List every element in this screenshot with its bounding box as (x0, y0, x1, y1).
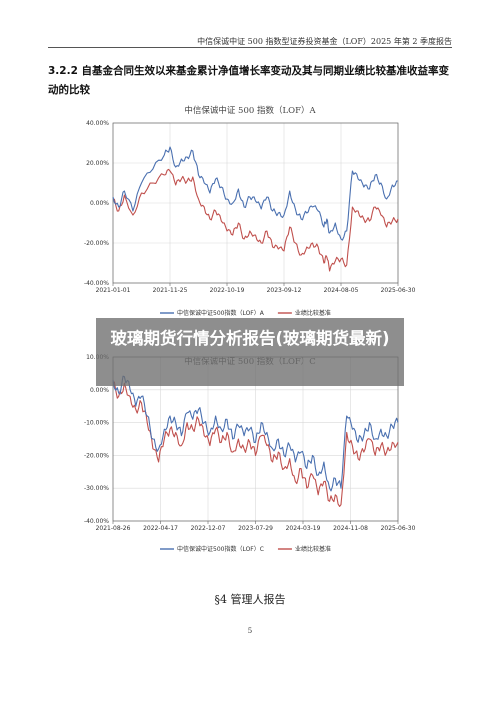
section-title: 3.2.2 自基金合同生效以来基金累计净值增长率变动及其与同期业绩比较基准收益率… (48, 65, 450, 96)
running-header: 中信保诚中证 500 指数型证券投资基金（LOF）2025 年第 2 季度报告 (197, 37, 452, 46)
chart-c-x-tick-label: 2021-08-26 (96, 525, 131, 532)
chart-a-title: 中信保诚中证 500 指数（LOF）A (184, 106, 316, 116)
chart-a-x-tick-label: 2025-06-30 (381, 287, 416, 294)
chart-a-x-tick-label: 2022-10-19 (210, 287, 245, 294)
chart-a-y-tick-label: 20.00% (86, 160, 109, 167)
chart-a-x-tick-label: 2021-11-25 (153, 287, 188, 294)
chart-a-legend-label: 业绩比较基准 (295, 309, 331, 317)
chart-a-y-tick-label: 0.00% (90, 200, 109, 207)
chart-c-legend-label: 中信保诚中证500指数（LOF）C (177, 545, 264, 553)
chart-c-x-tick-label: 2024-03-19 (286, 525, 321, 532)
chart-c-y-tick-label: -10.00% (84, 420, 109, 427)
chart-c-x-tick-label: 2022-04-17 (143, 525, 178, 532)
section-4-heading: §4 管理人报告 (214, 593, 286, 606)
chart-a-legend-label: 中信保诚中证500指数（LOF）A (177, 309, 265, 317)
chart-c-x-tick-label: 2025-06-30 (381, 525, 416, 532)
chart-a: 40.00% 20.00% 0.00% -20.00% -40.00%2021-01-0… (84, 120, 416, 317)
chart-c-y-tick-label: -30.00% (84, 485, 109, 492)
chart-a-x-tick-label: 2023-09-12 (267, 287, 302, 294)
overlay-banner-text: 玻璃期货行情分析报告(玻璃期货最新) (110, 329, 390, 348)
chart-c-x-tick-label: 2022-12-07 (191, 525, 226, 532)
chart-a-series-line-fund (112, 146, 398, 241)
overlay-banner: 玻璃期货行情分析报告(玻璃期货最新) (96, 318, 404, 386)
chart-c-x-tick-label: 2024-11-08 (333, 525, 368, 532)
chart-a-series-line-benchmark (112, 168, 399, 272)
chart-c-series-line-benchmark (112, 381, 399, 507)
chart-a-x-tick-label: 2021-01-01 (96, 287, 131, 294)
chart-a-y-tick-label: -20.00% (84, 240, 109, 247)
chart-c-legend-label: 业绩比较基准 (295, 545, 331, 553)
chart-c: 10.00%0.00%-10.00%-20.00%-30.00%-40.00%2… (84, 354, 416, 553)
chart-a-plot-frame (112, 122, 399, 284)
chart-c-y-tick-label: 0.00% (90, 387, 109, 394)
chart-a-y-tick-label: -40.00% (84, 280, 109, 287)
chart-c-y-tick-label: -20.00% (84, 452, 109, 459)
chart-c-y-tick-label: -40.00% (84, 518, 109, 525)
chart-a-y-tick-label: 40.00% (86, 120, 109, 127)
chart-c-series-line-fund (112, 375, 399, 492)
chart-c-x-tick-label: 2023-07-29 (238, 525, 273, 532)
chart-a-x-tick-label: 2024-08-05 (324, 287, 359, 294)
header-rule (48, 47, 452, 48)
page-number: 5 (247, 627, 253, 635)
